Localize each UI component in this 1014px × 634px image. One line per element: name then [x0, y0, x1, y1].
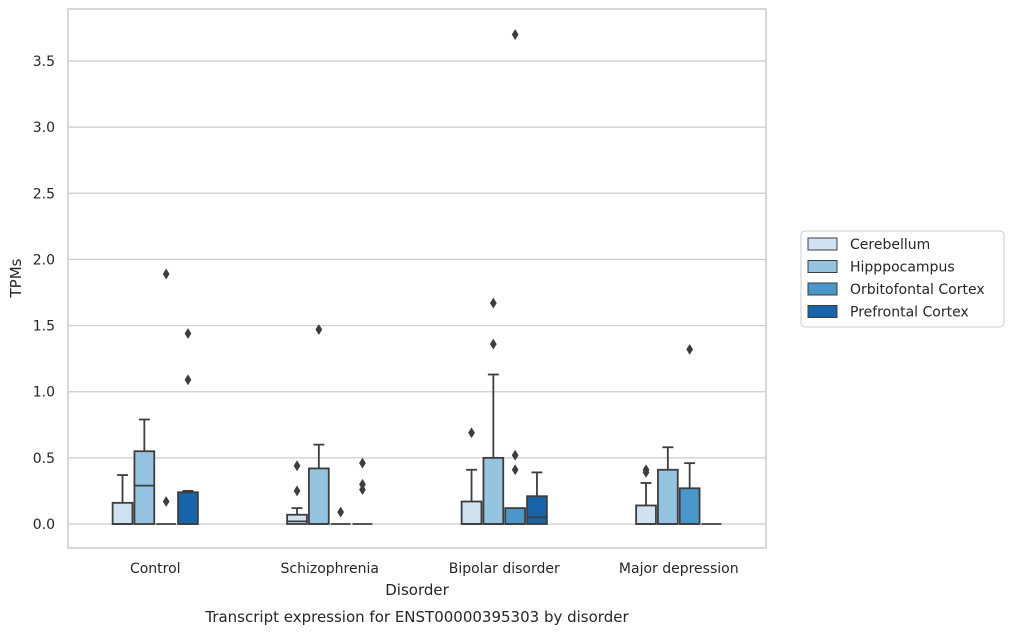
box-prefrontal-cortex — [526, 471, 548, 525]
x-axis-title: Disorder — [385, 581, 449, 599]
y-axis-title: TPMs — [7, 258, 25, 298]
box-cerebellum — [460, 427, 483, 525]
box-body — [678, 487, 701, 525]
outlier-point — [511, 29, 519, 40]
box-orbitofontal-cortex — [156, 268, 177, 525]
y-axis-ticks: 0.0 0.5 1.0 1.5 2.0 2.5 3.0 3.5 — [33, 54, 55, 533]
legend-label: Orbitofontal Cortex — [850, 282, 985, 298]
x-tick-label: Bipolar disorder — [449, 561, 560, 577]
outlier-point — [359, 478, 366, 490]
box-body — [526, 495, 548, 525]
plot-area — [67, 8, 767, 549]
y-tick-label: 1.0 — [33, 385, 55, 401]
outlier-point — [511, 464, 519, 476]
box-orbitofontal-cortex — [504, 29, 526, 525]
box-cerebellum — [111, 474, 134, 525]
box-cerebellum — [635, 464, 657, 525]
y-tick-label: 2.0 — [33, 252, 55, 268]
y-tick-label: 1.5 — [33, 319, 55, 335]
outlier-point — [184, 328, 192, 339]
legend-label: Cerebellum — [850, 237, 930, 253]
outlier-point — [184, 374, 192, 386]
outlier-point — [293, 460, 301, 472]
outlier-point — [293, 485, 301, 497]
box-body — [133, 450, 156, 525]
y-tick-label: 3.0 — [33, 120, 55, 136]
legend-label: Hipppocampus — [850, 260, 955, 276]
box-body — [635, 504, 657, 525]
box-body — [286, 513, 308, 525]
box-body — [111, 501, 134, 525]
y-tick-label: 2.5 — [33, 186, 55, 202]
x-tick-label: Schizophrenia — [281, 561, 379, 577]
outlier-point — [642, 464, 650, 476]
legend: Cerebellum Hipppocampus Orbitofontal Corte… — [800, 230, 1005, 328]
box-hipppocampus — [482, 297, 505, 525]
outlier-point — [468, 427, 475, 439]
outlier-point — [162, 268, 170, 280]
y-tick-label: 3.5 — [33, 54, 55, 70]
box-body — [460, 500, 483, 525]
outlier-point — [359, 457, 366, 469]
x-tick-label: Control — [130, 561, 181, 577]
outlier-point — [511, 449, 519, 461]
box-hipppocampus — [657, 446, 679, 525]
chart-caption: Transcript expression for ENST0000039530… — [204, 608, 629, 626]
box-hipppocampus — [308, 324, 330, 525]
box-cerebellum — [286, 460, 308, 525]
outlier-point — [489, 338, 497, 350]
outlier-point — [162, 496, 170, 507]
y-tick-label: 0.0 — [33, 517, 55, 533]
plot-border — [67, 8, 767, 549]
legend-label: Prefrontal Cortex — [850, 305, 969, 321]
box-body — [308, 467, 330, 525]
x-tick-label: Major depression — [619, 561, 739, 577]
legend-swatch — [807, 260, 838, 273]
box-body — [482, 456, 505, 525]
outlier-point — [489, 297, 497, 309]
outlier-point — [686, 343, 694, 355]
outlier-point — [337, 506, 345, 518]
y-tick-label: 0.5 — [33, 451, 55, 467]
box-orbitofontal-cortex — [330, 506, 351, 525]
outlier-point — [315, 324, 323, 335]
grid-lines — [68, 60, 766, 525]
box-body — [657, 468, 679, 525]
x-axis-ticks: Control Schizophrenia Bipolar disorder Majo… — [130, 561, 739, 577]
box-hipppocampus — [133, 418, 156, 525]
box-body — [504, 507, 526, 525]
box-orbitofontal-cortex — [678, 343, 701, 525]
box-body — [177, 491, 199, 525]
legend-swatch — [807, 305, 838, 318]
box-prefrontal-cortex — [352, 457, 373, 525]
box-series — [111, 29, 722, 525]
legend-frame — [800, 230, 1005, 328]
legend-swatch — [807, 237, 838, 251]
legend-swatch — [807, 282, 838, 296]
box-prefrontal-cortex — [177, 328, 199, 525]
